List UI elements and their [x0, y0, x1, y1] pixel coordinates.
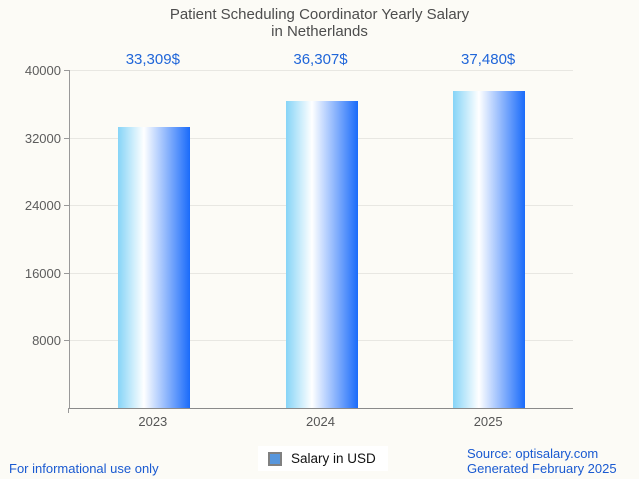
y-axis-label-8000: 8000 [32, 333, 61, 349]
x-axis-label-2023: 2023 [138, 414, 168, 429]
plot-area [64, 70, 573, 409]
gridline-40000 [70, 70, 573, 71]
x-axis-label-2024: 2024 [306, 414, 335, 429]
bar-2025 [453, 91, 526, 408]
generated-text: Generated February 2025 [467, 460, 617, 476]
x-axis-label-2025: 2025 [473, 414, 503, 429]
legend: Salary in USD [258, 446, 388, 471]
legend-swatch-icon [268, 451, 282, 466]
source-info: Source: optisalary.com Generated Februar… [467, 446, 617, 476]
bar-2024 [285, 101, 358, 408]
bar-2023 [117, 126, 190, 408]
disclaimer-text: For informational use only [9, 461, 159, 476]
chart-title-line1: Patient Scheduling Coordinator Yearly Sa… [169, 6, 470, 23]
y-axis-label-32000: 32000 [24, 130, 61, 146]
y-axis-tick-16000 [64, 272, 69, 274]
y-axis-tick-32000 [64, 137, 69, 139]
bar-value-label-2025: 37,480$ [461, 51, 516, 68]
x-axis-origin-tick [68, 408, 69, 413]
bar-value-label-2024: 36,307$ [293, 51, 348, 68]
y-axis-tick-40000 [64, 70, 69, 71]
y-axis-label-40000: 40000 [24, 63, 61, 78]
source-text: Source: optisalary.com [467, 446, 599, 461]
chart-title-line2: in Netherlands [271, 23, 368, 40]
y-axis-label-16000: 16000 [24, 265, 61, 281]
bar-value-label-2023: 33,309$ [125, 51, 180, 68]
y-axis-label-24000: 24000 [24, 198, 61, 214]
y-axis-tick-24000 [64, 205, 69, 207]
legend-label: Salary in USD [291, 451, 376, 466]
chart-title: Patient Scheduling Coordinator Yearly Sa… [0, 6, 639, 40]
y-axis-tick-8000 [64, 340, 69, 342]
